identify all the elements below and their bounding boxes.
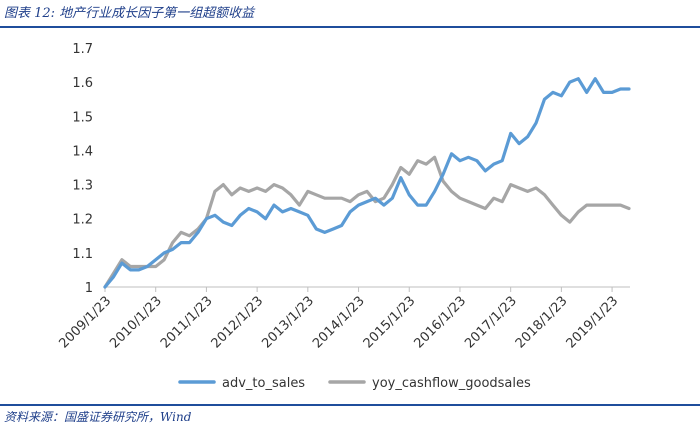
- x-tick-label: 2010/1/23: [107, 294, 165, 352]
- x-tick-label: 2017/1/23: [462, 294, 520, 352]
- x-tick-label: 2016/1/23: [411, 294, 469, 352]
- series-lines: [103, 77, 631, 289]
- series-line-adv-to-sales: [103, 77, 631, 289]
- x-tick-label: 2011/1/23: [158, 294, 216, 352]
- x-tick-label: 2009/1/23: [57, 294, 115, 352]
- y-tick-label: 1.1: [72, 247, 93, 262]
- legend-label: yoy_cashflow_goodsales: [372, 376, 531, 391]
- legend-label: adv_to_sales: [222, 376, 305, 391]
- y-tick-label: 1.2: [72, 213, 93, 228]
- footer-rule: [0, 404, 700, 406]
- y-tick-label: 1.7: [72, 42, 93, 57]
- x-tick-label: 2012/1/23: [209, 294, 267, 352]
- y-tick-label: 1.5: [72, 110, 93, 125]
- series-line-yoy-cashflow-goodsales: [103, 155, 631, 289]
- y-tick-label: 1: [85, 281, 93, 296]
- y-tick-label: 1.3: [72, 179, 93, 194]
- x-axis: 2009/1/232010/1/232011/1/232012/1/232013…: [57, 286, 630, 352]
- x-tick-label: 2013/1/23: [259, 294, 317, 352]
- legend: adv_to_sales yoy_cashflow_goodsales: [178, 376, 531, 391]
- x-tick-label: 2014/1/23: [310, 294, 368, 352]
- header-rule: [0, 26, 700, 28]
- x-tick-label: 2019/1/23: [564, 294, 622, 352]
- x-tick-label: 2015/1/23: [361, 294, 419, 352]
- y-tick-label: 1.6: [72, 76, 93, 91]
- x-tick-label: 2018/1/23: [513, 294, 571, 352]
- source-note: 资料来源：国盛证券研究所，Wind: [4, 410, 192, 424]
- chart-title: 图表 12: 地产行业成长因子第一组超额收益: [4, 6, 255, 21]
- y-axis: 1 1.1 1.2 1.3 1.4 1.5 1.6 1.7: [72, 42, 93, 296]
- y-tick-label: 1.4: [72, 144, 93, 159]
